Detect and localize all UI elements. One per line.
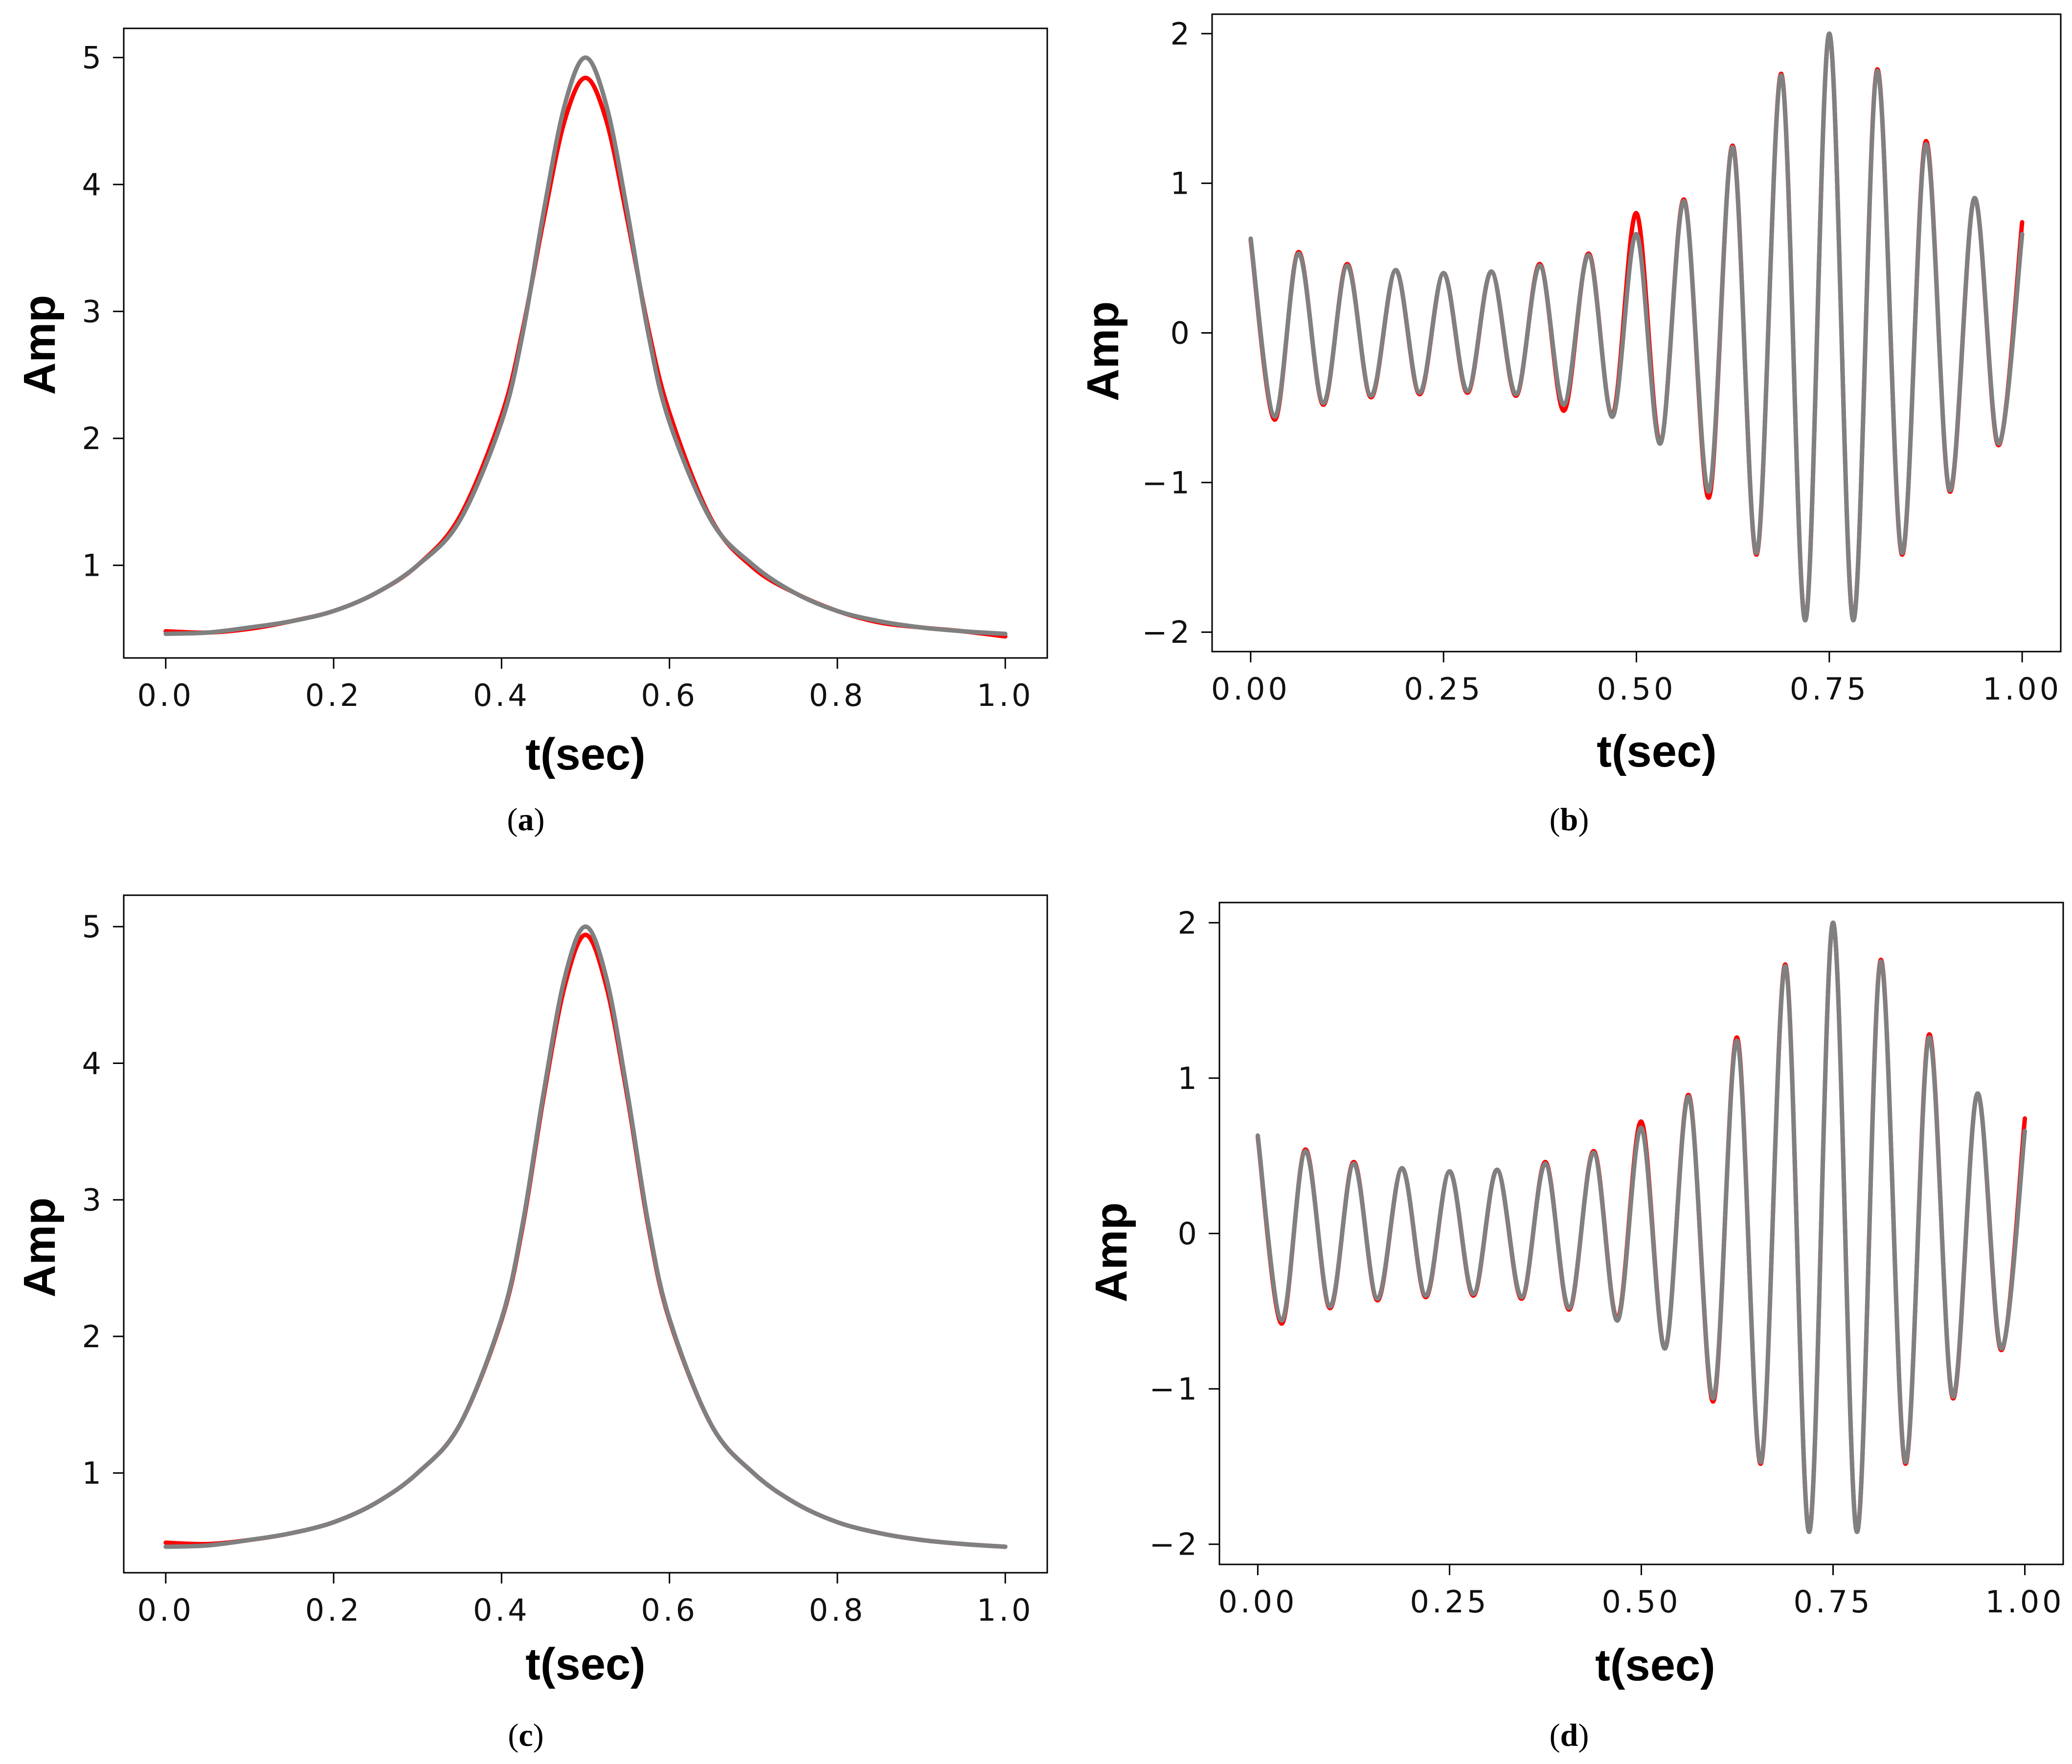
panel-b-caption-letter: b xyxy=(1560,802,1578,837)
panel-d-caption: (d) xyxy=(1550,1718,1589,1753)
panel-a-ylabel: Amp xyxy=(15,295,65,395)
panel-d-xtick-label: 0.00 xyxy=(1218,1584,1297,1620)
panel-a-ytick-label: 4 xyxy=(82,167,104,203)
panel-d-ytick-label: 0 xyxy=(1178,1216,1200,1252)
panel-a-ytick-label: 2 xyxy=(82,421,104,456)
panel-c-xtick-label: 0.6 xyxy=(641,1592,698,1628)
panel-b: 0.00 0.25 0.50 0.75 1.00 −2 −1 0 1 2 t(sec) Amp (… xyxy=(1078,13,2062,837)
panel-a: 0.0 0.2 0.4 0.6 0.8 1.0 1 2 3 4 5 t(sec) Amp (a) xyxy=(15,27,1048,837)
panel-b-plot: 0.00 0.25 0.50 0.75 1.00 −2 −1 0 1 2 xyxy=(1142,16,2062,707)
panel-c-ytick-label: 2 xyxy=(82,1319,104,1355)
panel-c-ytick-label: 1 xyxy=(82,1455,104,1491)
panel-a-xtick-label: 0.2 xyxy=(305,678,362,713)
panel-b-xlabel: t(sec) xyxy=(1597,726,1716,776)
panel-b-caption: (b) xyxy=(1550,802,1589,837)
panel-a-frame xyxy=(123,27,1048,659)
panel-b-xtick-label: 0.25 xyxy=(1404,671,1483,707)
panel-a-ytick-label: 5 xyxy=(82,40,104,76)
panel-a-series-gray-line xyxy=(163,55,1008,636)
panel-a-xtick-label: 0.6 xyxy=(641,678,698,713)
panel-c: 0.0 0.2 0.4 0.6 0.8 1.0 1 2 3 4 5 t(sec) Amp (c) xyxy=(15,894,1048,1753)
panel-d-xtick-label: 1.00 xyxy=(1985,1584,2065,1620)
panel-c-ytick-label: 4 xyxy=(82,1045,104,1081)
panel-b-xtick-label: 1.00 xyxy=(1982,671,2062,707)
panel-a-caption: (a) xyxy=(507,802,545,837)
panel-a-plot: 0.0 0.2 0.4 0.6 0.8 1.0 1 2 3 4 5 xyxy=(82,40,1034,713)
panel-d-series-gray-line xyxy=(1255,920,2027,1534)
panel-c-xlabel: t(sec) xyxy=(525,1639,645,1689)
panel-b-xtick-label: 0.00 xyxy=(1211,671,1290,707)
panel-d-xlabel: t(sec) xyxy=(1595,1640,1715,1690)
panel-b-ytick-label: −1 xyxy=(1142,465,1193,500)
panel-c-plot: 0.0 0.2 0.4 0.6 0.8 1.0 1 2 3 4 5 xyxy=(82,909,1034,1628)
panel-d-ylabel: Amp xyxy=(1086,1202,1136,1302)
panel-a-xtick-label: 0.8 xyxy=(809,678,866,713)
panel-c-frame xyxy=(123,894,1048,1574)
panel-d-plot: 0.00 0.25 0.50 0.75 1.00 −2 −1 0 1 2 xyxy=(1149,905,2065,1620)
panel-a-xtick-label: 0.0 xyxy=(137,678,195,713)
panel-d-xtick-label: 0.25 xyxy=(1410,1584,1489,1620)
panel-a-xtick-label: 1.0 xyxy=(977,678,1034,713)
panel-c-xtick-label: 0.2 xyxy=(305,1592,362,1628)
panel-a-xlabel: t(sec) xyxy=(525,729,645,779)
panel-d-xtick-label: 0.75 xyxy=(1794,1584,1873,1620)
panel-c-ytick-label: 3 xyxy=(82,1182,104,1218)
panel-c-ylabel: Amp xyxy=(15,1198,65,1297)
panel-b-ytick-label: −2 xyxy=(1142,614,1193,650)
panel-d-ytick-label: 2 xyxy=(1178,905,1200,941)
panel-c-caption-letter: c xyxy=(518,1718,533,1753)
panel-a-caption-letter: a xyxy=(518,802,534,837)
panel-d-caption-letter: d xyxy=(1560,1718,1578,1753)
panel-d: 0.00 0.25 0.50 0.75 1.00 −2 −1 0 1 2 t(sec) Amp (… xyxy=(1086,902,2065,1753)
panel-c-series-gray-line xyxy=(163,924,1008,1549)
panel-c-xtick-label: 0.4 xyxy=(473,1592,530,1628)
panel-d-ytick-label: −2 xyxy=(1149,1527,1200,1562)
panel-b-ytick-label: 0 xyxy=(1171,316,1193,351)
panel-b-series-gray-line xyxy=(1248,31,2025,623)
panel-a-ytick-label: 3 xyxy=(82,294,104,330)
panel-a-xtick-label: 0.4 xyxy=(473,678,530,713)
panel-c-xtick-label: 1.0 xyxy=(977,1592,1034,1628)
panel-c-xtick-label: 0.0 xyxy=(137,1592,195,1628)
panel-b-ytick-label: 2 xyxy=(1171,16,1193,52)
panel-c-caption: (c) xyxy=(508,1718,543,1753)
panel-c-ytick-label: 5 xyxy=(82,909,104,945)
panel-c-xtick-label: 0.8 xyxy=(809,1592,866,1628)
panel-b-ytick-label: 1 xyxy=(1171,166,1193,202)
panel-b-xtick-label: 0.50 xyxy=(1597,671,1676,707)
panel-d-ytick-label: 1 xyxy=(1178,1061,1200,1096)
panel-d-xtick-label: 0.50 xyxy=(1601,1584,1681,1620)
panel-a-ytick-label: 1 xyxy=(82,548,104,584)
panel-d-ytick-label: −1 xyxy=(1149,1371,1200,1407)
panel-b-ylabel: Amp xyxy=(1078,301,1128,401)
panel-b-xtick-label: 0.75 xyxy=(1790,671,1869,707)
